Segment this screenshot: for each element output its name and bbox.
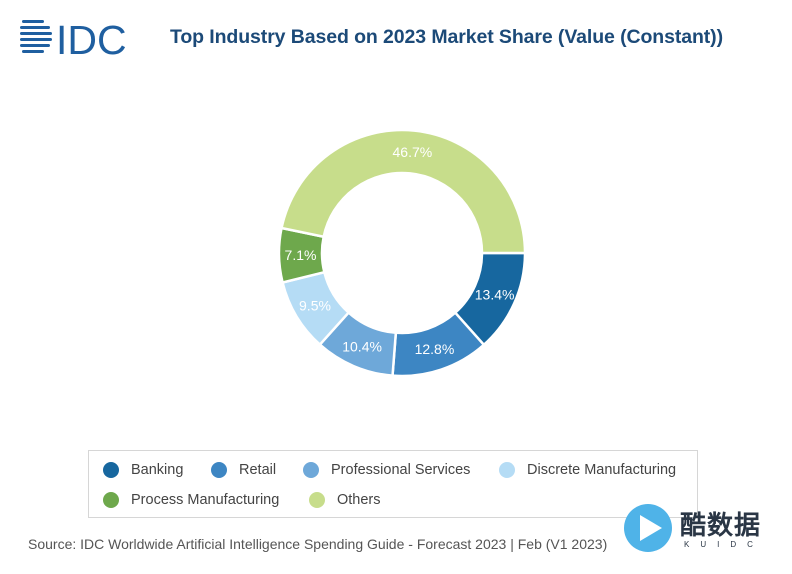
play-icon [624, 504, 672, 552]
data-label: 10.4% [342, 338, 382, 354]
watermark-subtext: KUIDC [684, 540, 764, 549]
legend-swatch [309, 492, 325, 508]
legend: Banking Retail Professional Services Dis… [88, 450, 698, 518]
legend-item-process-manufacturing[interactable]: Process Manufacturing [103, 492, 279, 508]
data-label: 13.4% [475, 287, 515, 303]
idc-logo: IDC [20, 17, 127, 62]
legend-item-banking[interactable]: Banking [103, 462, 183, 478]
legend-item-discrete-manufacturing[interactable]: Discrete Manufacturing [499, 462, 676, 478]
legend-label: Others [337, 492, 381, 508]
legend-label: Retail [239, 462, 277, 478]
legend-label: Process Manufacturing [131, 492, 280, 508]
slice-others[interactable] [280, 128, 527, 255]
chart-title: Top Industry Based on 2023 Market Share … [170, 26, 723, 48]
legend-item-retail[interactable]: Retail [211, 462, 276, 478]
legend-label: Discrete Manufacturing [527, 462, 677, 478]
legend-swatch [303, 462, 319, 478]
legend-item-professional-services[interactable]: Professional Services [303, 462, 470, 478]
legend-swatch [211, 462, 227, 478]
data-label: 7.1% [285, 247, 317, 263]
legend-swatch [103, 462, 119, 478]
logo-text: IDC [56, 17, 127, 62]
data-label: 9.5% [299, 297, 331, 313]
legend-swatch [499, 462, 515, 478]
legend-label: Professional Services [331, 462, 471, 478]
data-label: 12.8% [415, 341, 455, 357]
watermark-text: 酷数据 [680, 510, 762, 540]
data-label: 46.7% [393, 144, 433, 160]
source-note: Source: IDC Worldwide Artificial Intelli… [28, 536, 608, 552]
legend-item-others[interactable]: Others [309, 492, 381, 508]
legend-label: Banking [131, 462, 184, 478]
legend-swatch [103, 492, 119, 508]
